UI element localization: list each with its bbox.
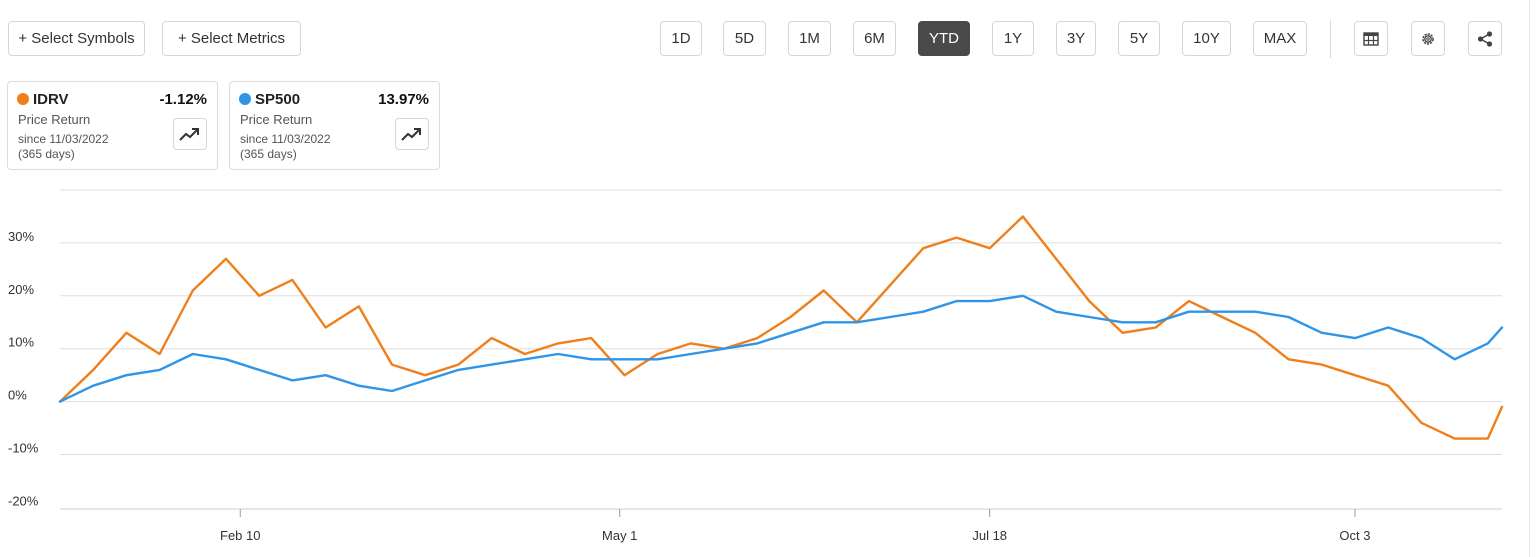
range-ytd-button[interactable]: YTD [918, 21, 970, 56]
range-1m-button[interactable]: 1M [788, 21, 831, 56]
x-tick-label: Feb 10 [220, 528, 260, 543]
toolbar: + Select Symbols + Select Metrics 1D 5D … [0, 0, 1538, 70]
x-tick-label: Jul 18 [972, 528, 1007, 543]
card-since: since 11/03/2022 (365 days) [18, 132, 109, 162]
y-tick-label: -10% [8, 441, 39, 456]
range-1d-button[interactable]: 1D [660, 21, 702, 56]
range-3y-button[interactable]: 3Y [1056, 21, 1096, 56]
range-10y-button[interactable]: 10Y [1182, 21, 1231, 56]
toolbar-divider [1330, 20, 1331, 58]
page-right-border [1529, 0, 1530, 557]
trend-up-icon [401, 128, 421, 141]
card-metric: Price Return [240, 112, 313, 127]
series-line-idrv [58, 215, 1504, 440]
series-line-sp500 [58, 294, 1504, 403]
share-button[interactable] [1468, 21, 1502, 56]
trend-button[interactable] [395, 118, 429, 150]
legend-dot-sp500 [239, 93, 251, 105]
select-symbols-button[interactable]: + Select Symbols [8, 21, 145, 56]
y-tick-label: 20% [8, 282, 34, 297]
table-icon [1363, 31, 1379, 46]
card-since-date: since 11/03/2022 [240, 132, 331, 146]
range-5y-button[interactable]: 5Y [1118, 21, 1160, 56]
select-metrics-button[interactable]: + Select Metrics [162, 21, 301, 56]
card-since: since 11/03/2022 (365 days) [240, 132, 331, 162]
legend-dot-idrv [17, 93, 29, 105]
table-view-button[interactable] [1354, 21, 1388, 56]
trend-button[interactable] [173, 118, 207, 150]
x-tick-label: May 1 [602, 528, 637, 543]
card-symbol: IDRV [33, 91, 69, 108]
range-5d-button[interactable]: 5D [723, 21, 766, 56]
range-1y-button[interactable]: 1Y [992, 21, 1034, 56]
range-max-button[interactable]: MAX [1253, 21, 1307, 56]
x-tick-label: Oct 3 [1339, 528, 1370, 543]
share-icon [1477, 30, 1493, 47]
trend-up-icon [179, 128, 199, 141]
card-change: -1.12% [159, 91, 207, 108]
y-tick-label: 30% [8, 229, 34, 244]
card-since-date: since 11/03/2022 [18, 132, 109, 146]
card-metric: Price Return [18, 112, 91, 127]
card-symbol: SP500 [255, 91, 301, 108]
symbol-card-idrv[interactable]: IDRV -1.12% Price Return since 11/03/202… [7, 81, 218, 170]
price-return-chart[interactable]: 30% 20% 10% 0% -10% -20% Feb 10 May 1 Jul 18 Oct … [0, 175, 1538, 557]
card-days: (365 days) [240, 147, 297, 161]
y-tick-label: -20% [8, 493, 39, 508]
card-days: (365 days) [18, 147, 75, 161]
y-tick-label: 0% [8, 388, 27, 403]
range-6m-button[interactable]: 6M [853, 21, 896, 56]
settings-button[interactable] [1411, 21, 1445, 56]
symbol-card-sp500[interactable]: SP500 13.97% Price Return since 11/03/20… [229, 81, 440, 170]
y-tick-label: 10% [8, 335, 34, 350]
gear-icon [1422, 32, 1434, 45]
card-change: 13.97% [378, 91, 429, 108]
